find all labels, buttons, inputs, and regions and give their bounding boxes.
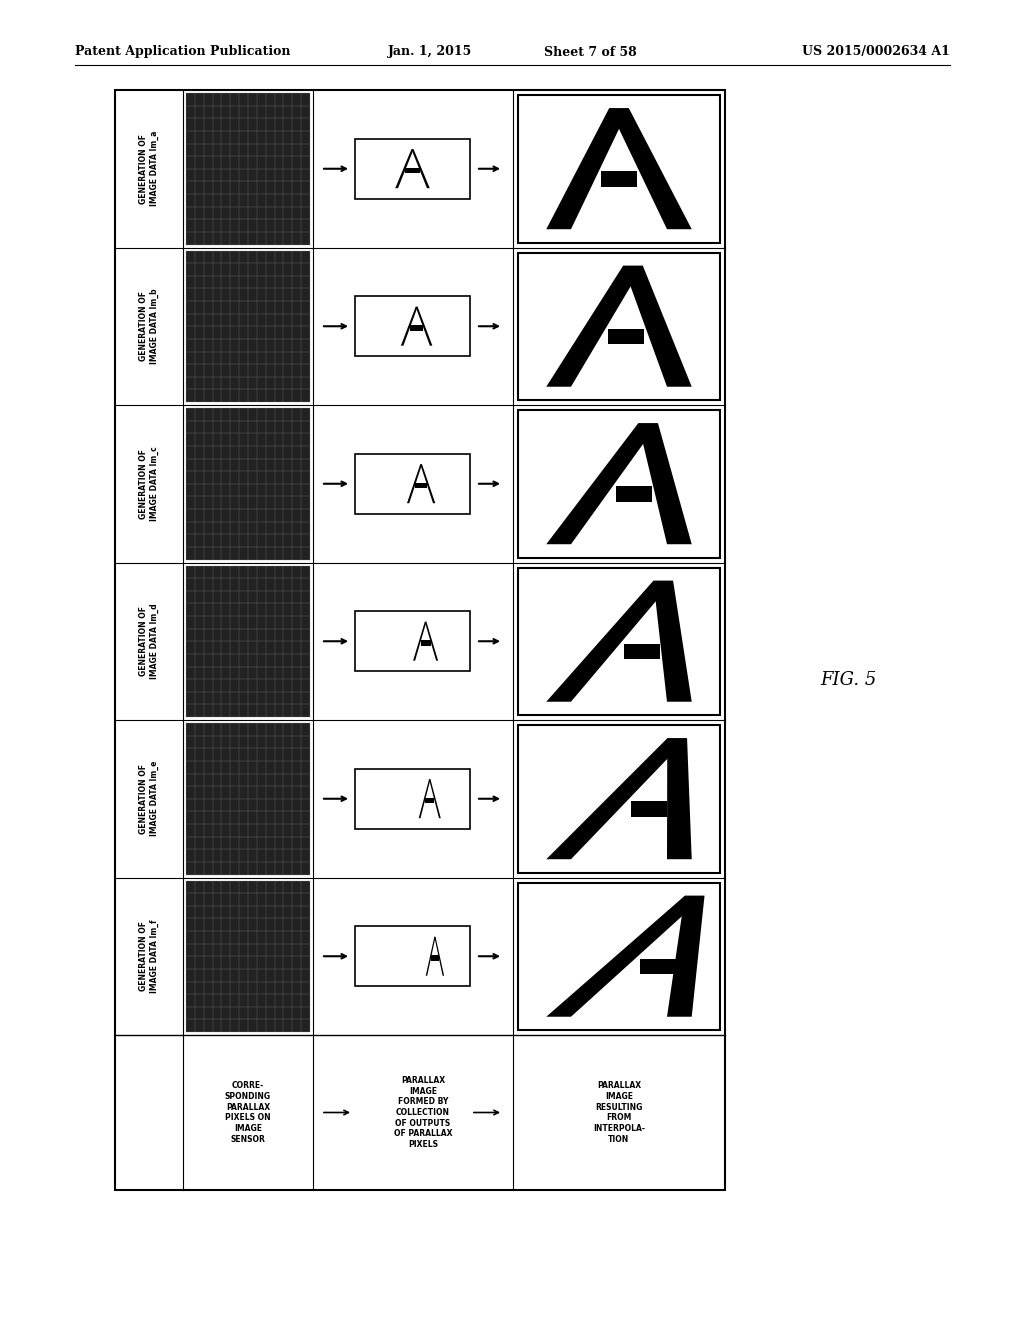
Bar bbox=[518, 95, 720, 243]
Bar bbox=[186, 92, 310, 244]
Polygon shape bbox=[429, 779, 440, 818]
Polygon shape bbox=[667, 896, 705, 1016]
Polygon shape bbox=[416, 483, 427, 488]
Bar bbox=[186, 565, 310, 717]
Polygon shape bbox=[638, 424, 692, 544]
Polygon shape bbox=[640, 958, 676, 974]
Text: GENERATION OF
IMAGE DATA Im_b: GENERATION OF IMAGE DATA Im_b bbox=[139, 289, 159, 364]
Polygon shape bbox=[546, 738, 687, 859]
Bar bbox=[355, 454, 470, 513]
Polygon shape bbox=[546, 265, 643, 387]
Text: FIG. 5: FIG. 5 bbox=[820, 671, 877, 689]
Polygon shape bbox=[608, 329, 644, 345]
Bar bbox=[355, 768, 470, 829]
Text: PARALLAX
IMAGE
FORMED BY
COLLECTION
OF OUTPUTS
OF PARALLAX
PIXELS: PARALLAX IMAGE FORMED BY COLLECTION OF O… bbox=[394, 1076, 453, 1150]
Polygon shape bbox=[419, 779, 430, 818]
Polygon shape bbox=[546, 108, 629, 230]
Polygon shape bbox=[616, 486, 652, 502]
Bar bbox=[186, 880, 310, 1032]
Polygon shape bbox=[416, 306, 432, 346]
Polygon shape bbox=[546, 581, 673, 702]
Polygon shape bbox=[609, 108, 692, 230]
Bar bbox=[115, 90, 725, 1191]
Text: GENERATION OF
IMAGE DATA Im_a: GENERATION OF IMAGE DATA Im_a bbox=[139, 131, 159, 206]
Polygon shape bbox=[426, 937, 435, 975]
Polygon shape bbox=[425, 622, 438, 661]
Bar bbox=[355, 611, 470, 671]
Bar bbox=[355, 927, 470, 986]
Bar bbox=[518, 725, 720, 873]
Polygon shape bbox=[413, 622, 426, 661]
Polygon shape bbox=[653, 581, 692, 702]
Polygon shape bbox=[667, 738, 692, 859]
Text: GENERATION OF
IMAGE DATA Im_e: GENERATION OF IMAGE DATA Im_e bbox=[139, 762, 159, 837]
Text: Sheet 7 of 58: Sheet 7 of 58 bbox=[544, 45, 636, 58]
Text: GENERATION OF
IMAGE DATA Im_f: GENERATION OF IMAGE DATA Im_f bbox=[139, 920, 159, 993]
Polygon shape bbox=[632, 801, 668, 817]
Polygon shape bbox=[546, 424, 658, 544]
Polygon shape bbox=[431, 956, 438, 961]
Text: Jan. 1, 2015: Jan. 1, 2015 bbox=[388, 45, 472, 58]
Text: CORRE-
SPONDING
PARALLAX
PIXELS ON
IMAGE
SENSOR: CORRE- SPONDING PARALLAX PIXELS ON IMAGE… bbox=[225, 1081, 271, 1144]
Bar bbox=[186, 251, 310, 403]
Bar bbox=[518, 411, 720, 557]
Polygon shape bbox=[407, 465, 422, 503]
Bar bbox=[518, 883, 720, 1030]
Polygon shape bbox=[420, 465, 435, 503]
Text: US 2015/0002634 A1: US 2015/0002634 A1 bbox=[802, 45, 950, 58]
Bar bbox=[355, 139, 470, 199]
Text: Patent Application Publication: Patent Application Publication bbox=[75, 45, 291, 58]
Polygon shape bbox=[425, 799, 434, 803]
Bar bbox=[518, 252, 720, 400]
Polygon shape bbox=[400, 306, 418, 346]
Polygon shape bbox=[411, 326, 423, 330]
Polygon shape bbox=[421, 640, 431, 645]
Polygon shape bbox=[395, 149, 414, 189]
Polygon shape bbox=[546, 896, 705, 1016]
Bar bbox=[186, 408, 310, 560]
Bar bbox=[186, 723, 310, 874]
Text: GENERATION OF
IMAGE DATA Im_d: GENERATION OF IMAGE DATA Im_d bbox=[139, 603, 159, 678]
Polygon shape bbox=[623, 265, 692, 387]
Bar bbox=[355, 296, 470, 356]
Polygon shape bbox=[406, 168, 420, 173]
Text: PARALLAX
IMAGE
RESULTING
FROM
INTERPOLA-
TION: PARALLAX IMAGE RESULTING FROM INTERPOLA-… bbox=[593, 1081, 645, 1144]
Polygon shape bbox=[412, 149, 430, 189]
Polygon shape bbox=[601, 172, 637, 187]
Polygon shape bbox=[624, 644, 659, 660]
Polygon shape bbox=[434, 937, 444, 975]
Bar bbox=[518, 568, 720, 715]
Text: GENERATION OF
IMAGE DATA Im_c: GENERATION OF IMAGE DATA Im_c bbox=[139, 446, 159, 521]
